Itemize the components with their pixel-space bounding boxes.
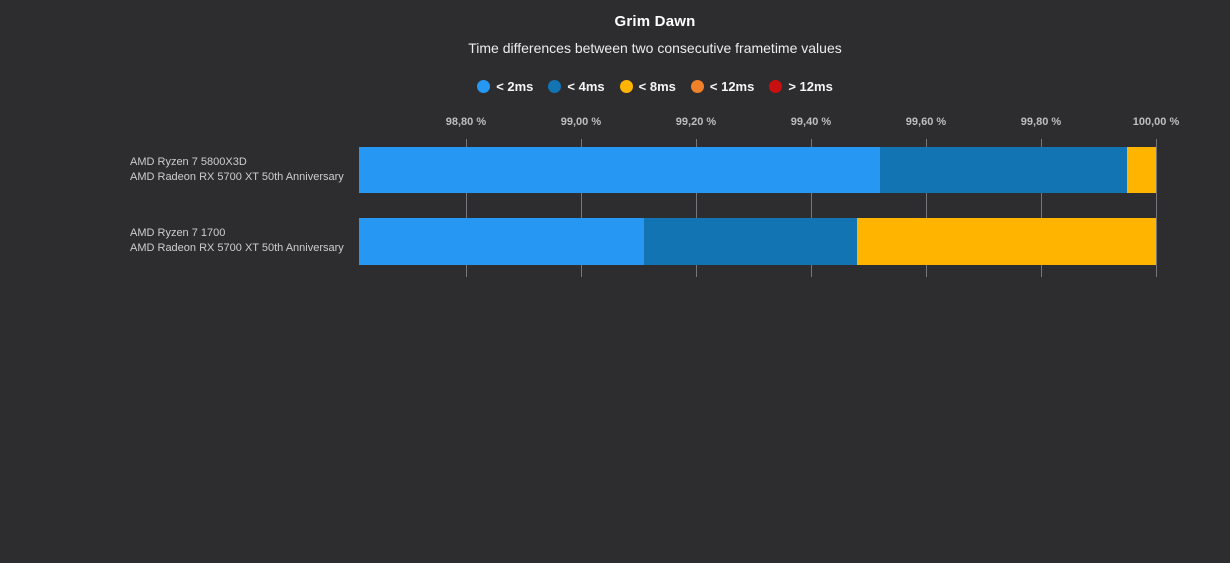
legend-item: < 8ms <box>619 79 676 94</box>
legend-item-label: < 12ms <box>709 79 755 94</box>
chart-title: Grim Dawn <box>614 13 696 30</box>
legend-item-label: < 2ms <box>496 79 534 94</box>
legend-item: < 2ms <box>477 79 533 94</box>
grid-line <box>465 139 467 277</box>
category-label-line: AMD Ryzen 7 5800X3D <box>130 156 247 168</box>
x-axis-tick-label: 100,00 % <box>1132 116 1180 128</box>
grid-line <box>925 139 927 277</box>
category-label: AMD Ryzen 7 5800X3D AMD Radeon RX 5700 XT… <box>130 155 360 185</box>
legend-item: < 12ms <box>690 79 755 94</box>
category-label: AMD Ryzen 7 1700 AMD Radeon RX 5700 XT 50… <box>130 226 360 256</box>
plot-area: 98,80 % 99,00 % 99,20 % 99,40 % 99,60 % 99,80… <box>359 116 1179 277</box>
grid-line <box>1040 139 1042 277</box>
legend-item: < 4ms <box>548 79 605 94</box>
category-label-line: AMD Radeon RX 5700 XT 50th Anniversary <box>130 242 344 254</box>
x-axis-tick-label: 99,60 % <box>905 116 947 128</box>
bar-segment <box>359 218 645 265</box>
bar-row <box>359 147 1156 193</box>
x-axis-tick-label: 98,80 % <box>445 116 487 128</box>
legend-item-label: > 12ms <box>788 79 833 94</box>
legend-item-label: < 4ms <box>567 79 605 94</box>
chart-legend: < 2ms < 4ms < 8ms < 12ms > 12ms <box>80 56 1230 94</box>
x-axis-tick-label: 99,80 % <box>1020 116 1062 128</box>
legend-color-dot <box>769 80 783 93</box>
chart-header: Grim Dawn Time differences between two c… <box>80 0 1230 94</box>
category-label-line: AMD Ryzen 7 1700 <box>130 227 226 239</box>
legend-item-label: < 8ms <box>638 79 676 94</box>
bar-segment <box>359 147 880 193</box>
bar-segment <box>879 147 1128 193</box>
bar-segment <box>644 218 857 265</box>
grid-line <box>810 139 812 277</box>
grid-line <box>1156 139 1157 277</box>
bar-row <box>359 218 1156 265</box>
legend-color-dot <box>690 80 704 93</box>
legend-color-dot <box>477 80 491 93</box>
x-axis-tick-label: 99,00 % <box>560 116 602 128</box>
x-axis-tick-label: 99,20 % <box>675 116 717 128</box>
legend-color-dot <box>548 80 562 93</box>
x-axis-tick-label: 99,40 % <box>790 116 832 128</box>
grid-line <box>695 139 697 277</box>
bar-segment <box>1127 147 1156 193</box>
chart-subtitle: Time differences between two consecutive… <box>468 40 842 56</box>
legend-color-dot <box>619 80 633 93</box>
grid-line <box>580 139 582 277</box>
legend-item: > 12ms <box>769 79 833 94</box>
bar-segment <box>856 218 1156 265</box>
category-label-line: AMD Radeon RX 5700 XT 50th Anniversary <box>130 171 344 183</box>
